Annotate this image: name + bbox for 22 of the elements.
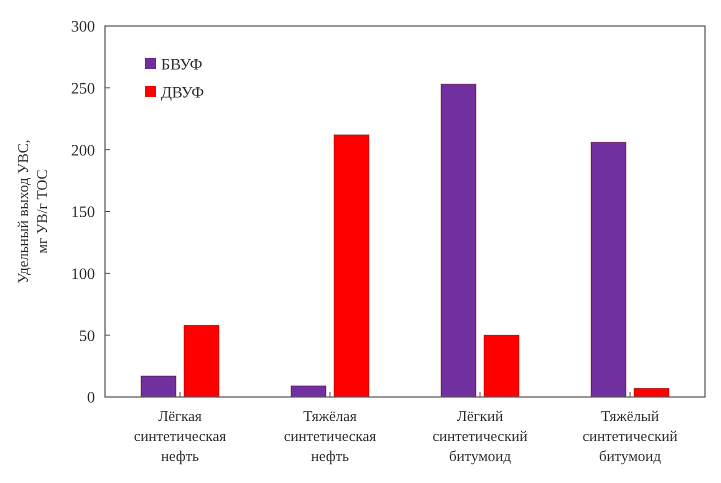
bar (440, 84, 476, 398)
bar (290, 385, 326, 398)
y-tick-label: 150 (71, 204, 95, 222)
bar (590, 142, 626, 398)
y-tick-label: 250 (71, 80, 95, 98)
y-tick-label: 50 (79, 328, 95, 345)
y-tick-label: 0 (87, 390, 95, 407)
legend-label: БВУФ (161, 56, 202, 74)
y-tick-label: 100 (71, 266, 95, 283)
bar (634, 388, 670, 398)
bar (334, 134, 370, 398)
y-tick-label: 300 (71, 18, 95, 36)
bar (140, 376, 176, 398)
x-tick-label: Тяжёлая синтетическая нефть (284, 409, 376, 465)
y-tick-label: 200 (71, 142, 95, 160)
legend-label: ДВУФ (161, 84, 204, 102)
x-tick-label: Лёгкий синтетический битумоид (432, 409, 528, 465)
x-tick-label: Лёгкая синтетическая нефть (134, 409, 226, 465)
x-tick-label: Тяжёлый синтетический битумоид (582, 409, 678, 465)
bar (484, 334, 520, 398)
y-axis-title: Удельный выход УВС, мг УВ/г ТОС (16, 140, 51, 284)
bar (184, 324, 220, 398)
